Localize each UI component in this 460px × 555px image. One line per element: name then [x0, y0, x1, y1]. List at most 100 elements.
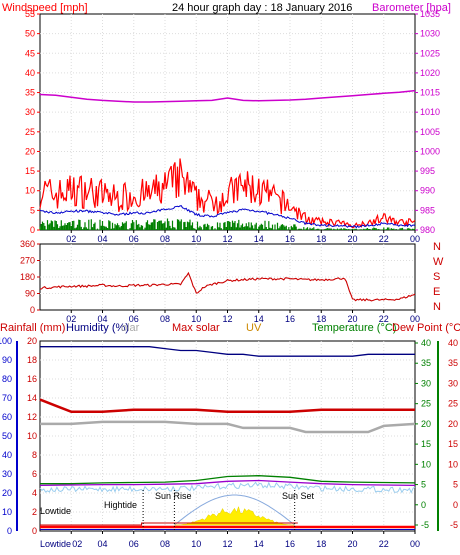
- p3-xtick-label: 20: [347, 539, 357, 549]
- sunrise-label: Sun Rise: [155, 491, 192, 501]
- baro-ytick-label: 1030: [420, 29, 440, 39]
- dew-ytick-label: 35: [448, 358, 458, 368]
- windspeed-title: Windspeed [mph]: [2, 2, 88, 14]
- p2-xtick-label: 00: [410, 314, 420, 324]
- dew-ytick-label: 20: [448, 419, 458, 429]
- wind-ytick-label: 30: [25, 107, 35, 117]
- wind-ytick-label: 50: [25, 29, 35, 39]
- legend-max-solar: Max solar: [172, 322, 220, 334]
- compass-label: E: [433, 286, 440, 298]
- hightide-label: Hightide: [104, 500, 137, 510]
- p3-xtick-label: 12: [222, 539, 232, 549]
- max-solar-line: [39, 398, 415, 414]
- rain-ytick-label: 14: [27, 393, 37, 403]
- p3-xtick-label: 04: [97, 539, 107, 549]
- temp-ytick-label: 10: [421, 459, 431, 469]
- wind-ytick-label: 5: [30, 205, 35, 215]
- p2-xtick-label: 22: [379, 314, 389, 324]
- sunset-label: Sun Set: [282, 491, 315, 501]
- sun-arc: [174, 494, 296, 526]
- wind-ytick-label: 40: [25, 68, 35, 78]
- baro-ytick-label: 1015: [420, 88, 440, 98]
- p1-xtick-label: 14: [254, 234, 264, 244]
- compass-label: N: [433, 301, 441, 313]
- p1-xtick-label: 16: [285, 234, 295, 244]
- humidity-ytick-label: 40: [2, 450, 12, 460]
- dew-ytick-label: 15: [448, 439, 458, 449]
- p3-xtick-label: 22: [379, 539, 389, 549]
- wind-ytick-label: 20: [25, 146, 35, 156]
- wind-direction-line: [39, 271, 416, 302]
- rain-ytick-label: 20: [27, 336, 37, 346]
- wind-ytick-label: 35: [25, 88, 35, 98]
- p1-xtick-label: 00: [410, 234, 420, 244]
- rain-ytick-label: 4: [32, 488, 37, 498]
- humidity-ytick-label: 20: [2, 488, 12, 498]
- humidity-ytick-label: 30: [2, 469, 12, 479]
- p2-xtick-label: 06: [129, 314, 139, 324]
- humidity-ytick-label: 70: [2, 393, 12, 403]
- lowtide-label: Lowtide: [40, 506, 71, 516]
- p1-xtick-label: 02: [66, 234, 76, 244]
- legend-humidity: Humidity (%): [66, 322, 129, 334]
- wind-gust-line: [39, 158, 416, 229]
- wind-low-bars: [39, 218, 416, 230]
- temp-ytick-label: 35: [421, 358, 431, 368]
- dir-ytick-label: 270: [20, 256, 35, 266]
- baro-ytick-label: 1010: [420, 107, 440, 117]
- dew-ytick-label: 25: [448, 399, 458, 409]
- barometer-line: [39, 89, 416, 103]
- barometer-title: Barometer [hpa]: [372, 2, 451, 14]
- p1-xtick-label: 20: [347, 234, 357, 244]
- p2-xtick-label: 04: [97, 314, 107, 324]
- temp-ytick-label: 30: [421, 378, 431, 388]
- lowtide-axis-label: Lowtide: [40, 539, 71, 549]
- p1-xtick-label: 06: [129, 234, 139, 244]
- humidity-ytick-label: 50: [2, 431, 12, 441]
- wind-ytick-label: 55: [25, 9, 35, 19]
- humidity-ytick-label: 10: [2, 507, 12, 517]
- p2-xtick-label: 08: [160, 314, 170, 324]
- baro-ytick-label: 1035: [420, 9, 440, 19]
- dew-ytick-label: 0: [453, 500, 458, 510]
- baro-ytick-label: 980: [420, 225, 435, 235]
- p3-xtick-label: 10: [191, 539, 201, 549]
- temperature-line: [40, 475, 416, 485]
- dew-ytick-label: 40: [448, 338, 458, 348]
- wind-ytick-label: 0: [30, 225, 35, 235]
- rain-ytick-label: 16: [27, 374, 37, 384]
- baro-ytick-label: 1005: [420, 127, 440, 137]
- p1-xtick-label: 12: [222, 234, 232, 244]
- solar-line: [40, 420, 416, 434]
- temp-ytick-label: 5: [421, 480, 426, 490]
- dew-ytick-label: -5: [450, 520, 458, 530]
- legend-uv: UV: [246, 322, 262, 334]
- rain-ytick-label: 0: [32, 526, 37, 536]
- compass-label: W: [433, 256, 444, 268]
- humidity-ytick-label: 80: [2, 374, 12, 384]
- legend-solar: olar: [121, 322, 140, 334]
- dir-ytick-label: 90: [25, 289, 35, 299]
- rain-ytick-label: 8: [32, 450, 37, 460]
- rain-ytick-label: 2: [32, 507, 37, 517]
- temp-ytick-label: 40: [421, 338, 431, 348]
- temp-ytick-label: 15: [421, 439, 431, 449]
- p1-xtick-label: 04: [97, 234, 107, 244]
- rain-ytick-label: 10: [27, 431, 37, 441]
- solar-noise-line: [39, 481, 416, 494]
- wind-ytick-label: 45: [25, 48, 35, 58]
- compass-label: S: [433, 271, 440, 283]
- p2-xtick-label: 16: [285, 314, 295, 324]
- p3-xtick-label: 08: [160, 539, 170, 549]
- humidity-ytick-label: 60: [2, 412, 12, 422]
- wind-ytick-label: 10: [25, 186, 35, 196]
- dir-ytick-label: 180: [20, 272, 35, 282]
- p1-xtick-label: 08: [160, 234, 170, 244]
- p2-xtick-label: 14: [254, 314, 264, 324]
- p2-xtick-label: 20: [347, 314, 357, 324]
- p2-xtick-label: 18: [316, 314, 326, 324]
- rain-ytick-label: 6: [32, 469, 37, 479]
- baro-ytick-label: 985: [420, 205, 435, 215]
- baro-ytick-label: 995: [420, 166, 435, 176]
